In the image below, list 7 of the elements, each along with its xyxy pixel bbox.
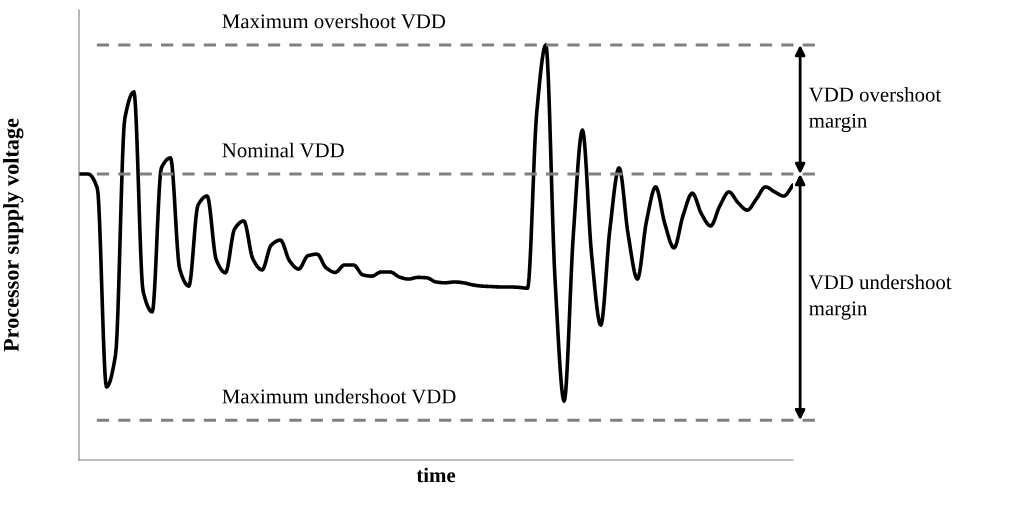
ref-line-label: Maximum overshoot VDD bbox=[222, 13, 446, 29]
text: VDD overshoot margin bbox=[808, 87, 942, 133]
ref-line-label: Nominal VDD bbox=[222, 142, 344, 158]
ref-line-label: Maximum undershoot VDD bbox=[222, 388, 456, 404]
y-axis-title: Processor supply voltage bbox=[3, 118, 24, 352]
x-axis-title: time bbox=[416, 467, 456, 483]
text: VDD undershoot margin bbox=[808, 274, 952, 320]
